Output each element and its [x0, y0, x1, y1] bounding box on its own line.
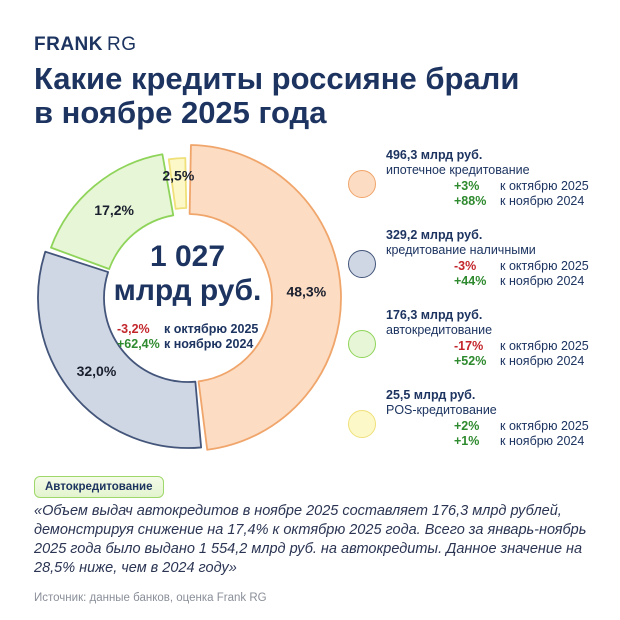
topic-tag: Автокредитование: [34, 476, 164, 498]
slice-label: 17,2%: [94, 202, 134, 218]
legend-mom: -3% к октябрю 2025: [454, 259, 589, 273]
legend-name: ипотечное кредитование: [386, 163, 530, 177]
frank-rg-logo: FRANK RG: [34, 34, 137, 55]
legend-amount: 496,3 млрд руб.: [386, 148, 483, 162]
legend-amount: 176,3 млрд руб.: [386, 308, 483, 322]
slice-3: [167, 157, 188, 210]
legend-item: 496,3 млрд руб. ипотечное кредитование +…: [348, 148, 608, 218]
legend-yoy: +52% к ноябрю 2024: [454, 354, 585, 368]
page-title: Какие кредиты россияне брали в ноябре 202…: [34, 61, 520, 130]
slice-label: 32,0%: [77, 363, 117, 379]
legend-name: автокредитование: [386, 323, 493, 337]
center-mom: -3,2% к октябрю 2025: [117, 322, 259, 336]
slice-1: [37, 250, 203, 449]
total-unit: млрд руб.: [113, 274, 262, 307]
slice-0: [188, 144, 342, 451]
legend-amount: 329,2 млрд руб.: [386, 228, 483, 242]
slice-label: 2,5%: [162, 167, 194, 183]
legend-mom: +3% к октябрю 2025: [454, 179, 589, 193]
legend-amount: 25,5 млрд руб.: [386, 388, 476, 402]
legend-item: 25,5 млрд руб. POS-кредитование +2% к окт…: [348, 388, 608, 458]
legend-item: 176,3 млрд руб. автокредитование -17% к о…: [348, 308, 608, 378]
donut-chart: 48,3% 32,0% 17,2% 2,5%: [37, 144, 342, 451]
legend-name: кредитование наличными: [386, 243, 536, 257]
legend-yoy: +44% к ноябрю 2024: [454, 274, 585, 288]
legend-swatch: [348, 330, 376, 358]
legend-name: POS-кредитование: [386, 403, 497, 417]
donut-center: 1 027 млрд руб.: [105, 240, 270, 308]
legend-mom: -17% к октябрю 2025: [454, 339, 589, 353]
quote-text: «Объем выдач автокредитов в ноябре 2025 …: [34, 503, 587, 576]
legend-swatch: [348, 410, 376, 438]
legend-swatch: [348, 250, 376, 278]
legend-mom: +2% к октябрю 2025: [454, 419, 589, 433]
center-yoy: +62,4% к ноябрю 2024: [117, 337, 254, 351]
source-note: Источник: данные банков, оценка Frank RG: [34, 592, 267, 604]
slice-label: 48,3%: [286, 284, 326, 300]
legend-item: 329,2 млрд руб. кредитование наличными -…: [348, 228, 608, 298]
legend-yoy: +1% к ноябрю 2024: [454, 434, 585, 448]
slice-2: [50, 153, 175, 270]
total-value: 1 027: [149, 240, 226, 273]
legend-swatch: [348, 170, 376, 198]
legend-yoy: +88% к ноябрю 2024: [454, 194, 585, 208]
